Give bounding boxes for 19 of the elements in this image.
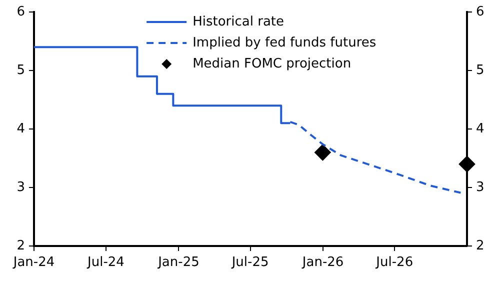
y2-tick-label: 3 xyxy=(476,180,484,195)
y-tick-label: 6 xyxy=(16,4,25,20)
y2-tick-label: 4 xyxy=(476,121,484,136)
x-tick-label: Jan-24 xyxy=(12,255,55,270)
legend-label: Implied by fed funds futures xyxy=(192,35,376,50)
x-tick-label: Jan-26 xyxy=(301,255,344,270)
y-tick-label: 3 xyxy=(16,180,25,195)
y2-tick-label: 6 xyxy=(476,4,484,20)
x-tick-label: Jul-24 xyxy=(86,255,124,270)
x-tick-label: Jan-25 xyxy=(157,255,200,270)
x-tick-label: Jul-26 xyxy=(375,255,414,270)
x-tick-label: Jul-25 xyxy=(230,255,269,270)
legend-label: Historical rate xyxy=(192,14,284,30)
y2-tick-label: 2 xyxy=(476,238,484,254)
y-tick-label: 5 xyxy=(16,62,25,78)
y-tick-label: 4 xyxy=(16,121,25,136)
legend-label: Median FOMC projection xyxy=(192,56,352,72)
y2-tick-label: 5 xyxy=(476,62,484,78)
y-tick-label: 2 xyxy=(16,238,25,254)
